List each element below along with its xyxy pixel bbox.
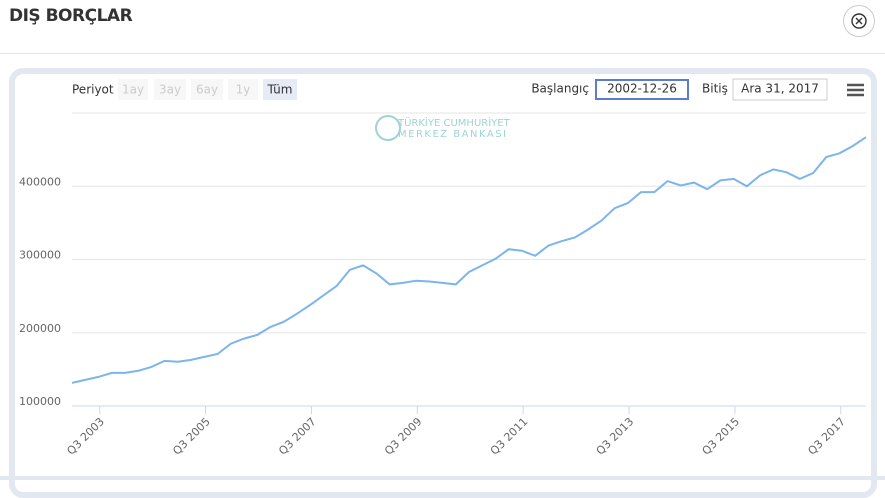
range-button-label: Tüm bbox=[267, 83, 293, 97]
watermark-line1: TÜRKİYE CUMHURİYET bbox=[397, 116, 511, 129]
modal-title: DIŞ BORÇLAR bbox=[9, 6, 133, 26]
range-button[interactable] bbox=[191, 79, 223, 100]
menu-button[interactable] bbox=[847, 83, 864, 97]
chart: Periyot 1ay 3ay 6ay 1y Tüm Başlangıç 2002-12… bbox=[0, 78, 885, 480]
series-line bbox=[71, 136, 867, 384]
range-button-label: 1ay bbox=[122, 83, 144, 97]
header-divider bbox=[0, 53, 885, 54]
end-label: Bitiş bbox=[702, 82, 728, 96]
watermark-line2: MERKEZ BANKASI bbox=[398, 129, 508, 140]
range-button-label: 6ay bbox=[196, 83, 218, 97]
y-tick-label: 300000 bbox=[19, 249, 61, 262]
close-icon bbox=[851, 13, 867, 29]
x-tick-label: Q3 2015 bbox=[700, 415, 743, 458]
x-tick-label: Q3 2007 bbox=[276, 415, 319, 458]
range-button[interactable] bbox=[228, 79, 258, 100]
end-input[interactable] bbox=[732, 78, 828, 101]
start-value: 2002-12-26 bbox=[607, 82, 677, 96]
end-value: Ara 31, 2017 bbox=[741, 82, 819, 96]
y-tick-label: 200000 bbox=[19, 322, 61, 335]
close-button[interactable] bbox=[843, 5, 875, 37]
range-label: Periyot bbox=[72, 83, 114, 97]
range-button[interactable] bbox=[154, 79, 186, 100]
y-tick-label: 100000 bbox=[19, 395, 61, 408]
range-button[interactable] bbox=[118, 79, 148, 100]
start-label: Başlangıç bbox=[531, 82, 589, 96]
range-buttons: 1ay 3ay 6ay 1y Tüm bbox=[118, 79, 297, 100]
x-tick-label: Q3 2011 bbox=[488, 415, 531, 458]
range-button-label: 3ay bbox=[159, 83, 181, 97]
x-tick-label: Q3 2017 bbox=[805, 415, 848, 458]
y-tick-label: 400000 bbox=[19, 175, 61, 188]
page: DIŞ BORÇLAR Periyot 1ay 3ay 6ay 1y Tüm Başla… bbox=[0, 5, 885, 498]
x-tick-label: Q3 2003 bbox=[64, 415, 107, 458]
range-button[interactable] bbox=[263, 79, 297, 100]
x-tick-label: Q3 2005 bbox=[170, 415, 213, 458]
range-button-label: 1y bbox=[236, 83, 251, 97]
x-tick-label: Q3 2009 bbox=[382, 415, 425, 458]
start-input[interactable] bbox=[595, 79, 689, 100]
x-tick-label: Q3 2013 bbox=[594, 415, 637, 458]
watermark-logo bbox=[375, 115, 401, 141]
